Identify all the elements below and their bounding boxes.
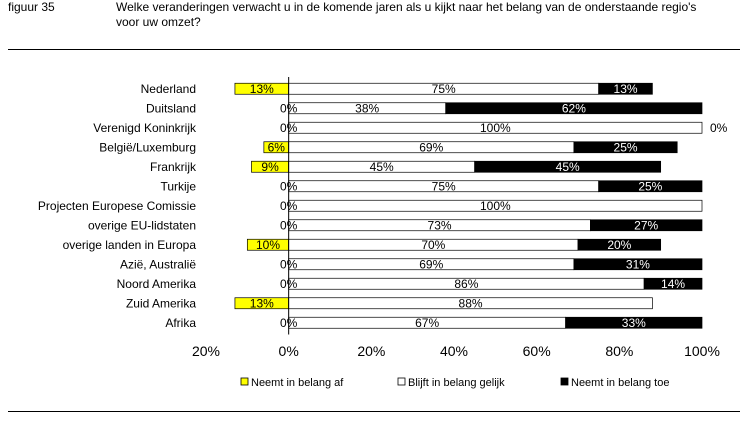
bar-increase — [590, 219, 703, 232]
legend-swatch — [240, 377, 249, 386]
bar-increase — [598, 180, 703, 193]
value-label-decrease: 13% — [250, 296, 274, 310]
bar-increase — [445, 102, 703, 115]
value-label-increase: 33% — [622, 316, 646, 330]
bar-increase — [577, 238, 662, 251]
legend-swatch — [560, 377, 569, 386]
category-label: Projecten Europese Comissie — [38, 199, 196, 213]
value-label-unchanged: 69% — [419, 257, 443, 271]
value-label-unchanged: 69% — [419, 140, 443, 154]
category-label: Duitsland — [146, 101, 196, 115]
value-label-increase: 25% — [614, 140, 638, 154]
bar-increase — [565, 316, 703, 329]
value-label-unchanged: 100% — [480, 199, 511, 213]
value-label-unchanged: 45% — [370, 160, 394, 174]
value-label-increase: 13% — [614, 82, 638, 96]
value-label-unchanged: 75% — [432, 82, 456, 96]
top-divider — [8, 49, 740, 50]
legend-label: Neemt in belang toe — [571, 377, 669, 389]
bar-increase — [598, 82, 653, 95]
legend-label: Blijft in belang gelijk — [408, 377, 505, 389]
bar-increase — [573, 141, 678, 154]
value-label-increase: 31% — [626, 257, 650, 271]
category-label: overige landen in Europa — [63, 238, 197, 252]
value-label-unchanged: 70% — [421, 238, 445, 252]
value-label-unchanged: 38% — [355, 101, 379, 115]
category-label: België/Luxemburg — [99, 140, 196, 154]
category-label: Nederland — [141, 82, 196, 96]
category-label: Zuid Amerika — [126, 296, 196, 310]
value-label-increase: 20% — [607, 238, 631, 252]
x-tick-label: 40% — [440, 343, 468, 359]
value-label-unchanged: 86% — [454, 277, 478, 291]
x-tick-label: 100% — [684, 343, 720, 359]
bar-increase — [643, 277, 703, 290]
value-label-unchanged: 75% — [432, 179, 456, 193]
value-label-decrease: 10% — [256, 238, 280, 252]
category-label: Verenigd Koninkrijk — [93, 121, 197, 135]
category-label: overige EU-lidstaten — [88, 218, 196, 232]
value-label-increase: 14% — [661, 277, 685, 291]
category-label: Azië, Australië — [120, 257, 196, 271]
value-label-unchanged: 73% — [428, 218, 452, 232]
category-label: Frankrijk — [150, 160, 197, 174]
category-label: Afrika — [165, 316, 196, 330]
x-tick-label: 0% — [279, 343, 299, 359]
value-label-increase: 62% — [562, 101, 586, 115]
value-label-unchanged: 88% — [459, 296, 483, 310]
bottom-divider — [8, 411, 740, 412]
value-label-increase: 27% — [634, 218, 658, 232]
legend-label: Neemt in belang af — [251, 377, 344, 389]
x-tick-label: 20% — [192, 343, 220, 359]
value-label-increase: 0% — [710, 121, 728, 135]
value-label-decrease: 13% — [250, 82, 274, 96]
value-label-unchanged: 100% — [480, 121, 511, 135]
figure-title: Welke veranderingen verwacht u in de kom… — [116, 0, 697, 29]
figure-label: figuur 35 — [8, 0, 55, 14]
x-tick-label: 80% — [605, 343, 633, 359]
value-label-increase: 25% — [638, 179, 662, 193]
bar-increase — [474, 160, 662, 173]
value-label-unchanged: 67% — [415, 316, 439, 330]
value-label-decrease: 6% — [268, 140, 286, 154]
x-tick-label: 60% — [523, 343, 551, 359]
value-label-decrease: 9% — [261, 160, 279, 174]
bar-increase — [573, 258, 703, 271]
category-label: Noord Amerika — [117, 277, 197, 291]
x-tick-label: 20% — [357, 343, 385, 359]
value-label-increase: 45% — [556, 160, 580, 174]
category-label: Turkije — [160, 179, 196, 193]
legend-swatch — [397, 377, 406, 386]
